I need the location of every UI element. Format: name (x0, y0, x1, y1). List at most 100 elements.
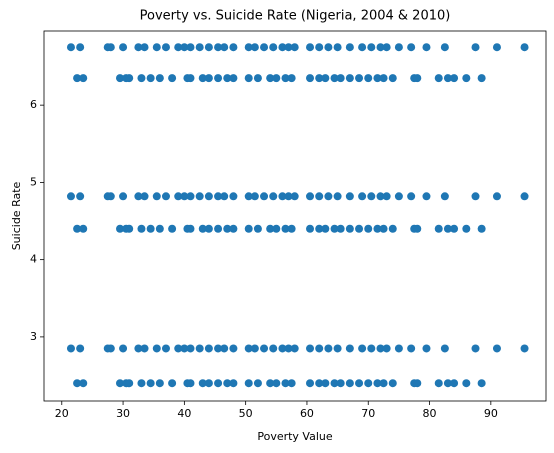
point (168, 74, 177, 83)
point (382, 344, 391, 353)
x-tick-label: 20 (55, 407, 69, 420)
x-tick-label: 50 (239, 407, 253, 420)
point (422, 43, 431, 52)
chart-title: Poverty vs. Suicide Rate (Nigeria, 2004 … (140, 9, 451, 24)
x-tick-label: 80 (423, 407, 437, 420)
point (407, 43, 416, 52)
point (186, 43, 195, 52)
point (306, 74, 315, 83)
point (140, 43, 149, 52)
point (306, 379, 315, 388)
point (379, 74, 388, 83)
point (223, 379, 232, 388)
point (367, 192, 376, 201)
y-tick-label: 3 (30, 330, 37, 343)
point (73, 379, 82, 388)
point (443, 379, 452, 388)
point (355, 224, 364, 233)
point (336, 224, 345, 233)
point (330, 224, 339, 233)
point (168, 379, 177, 388)
point (76, 344, 85, 353)
point (152, 192, 161, 201)
point (382, 192, 391, 201)
point (367, 344, 376, 353)
point (146, 74, 155, 83)
point (477, 74, 486, 83)
point (287, 379, 296, 388)
point (214, 224, 223, 233)
point (492, 344, 501, 353)
point (66, 192, 75, 201)
point (336, 379, 345, 388)
point (287, 74, 296, 83)
point (106, 43, 115, 52)
point (269, 43, 278, 52)
point (250, 192, 259, 201)
point (204, 43, 213, 52)
x-tick-label: 70 (361, 407, 375, 420)
point (220, 192, 229, 201)
point (440, 344, 449, 353)
point (373, 379, 382, 388)
point (76, 43, 85, 52)
point (477, 224, 486, 233)
point (413, 224, 422, 233)
point (407, 192, 416, 201)
point (324, 344, 333, 353)
point (244, 344, 253, 353)
point (253, 379, 262, 388)
point (450, 74, 459, 83)
point (450, 379, 459, 388)
point (345, 379, 354, 388)
point (146, 224, 155, 233)
point (204, 224, 213, 233)
point (388, 74, 397, 83)
point (106, 344, 115, 353)
point (161, 43, 170, 52)
point (186, 74, 195, 83)
point (471, 192, 480, 201)
point (434, 224, 443, 233)
point (137, 224, 146, 233)
point (220, 344, 229, 353)
point (336, 74, 345, 83)
point (413, 74, 422, 83)
point (253, 74, 262, 83)
point (306, 192, 315, 201)
point (284, 43, 293, 52)
point (281, 379, 290, 388)
point (358, 344, 367, 353)
point (281, 74, 290, 83)
point (155, 224, 164, 233)
point (269, 192, 278, 201)
point (443, 224, 452, 233)
point (345, 192, 354, 201)
point (125, 224, 134, 233)
point (434, 74, 443, 83)
point (284, 192, 293, 201)
point (281, 224, 290, 233)
point (306, 43, 315, 52)
x-axis-label: Poverty Value (257, 430, 333, 443)
point (520, 192, 529, 201)
point (364, 224, 373, 233)
point (290, 344, 299, 353)
point (174, 43, 183, 52)
point (186, 344, 195, 353)
point (330, 379, 339, 388)
point (388, 224, 397, 233)
point (376, 43, 385, 52)
point (333, 43, 342, 52)
point (290, 43, 299, 52)
x-tick-label: 40 (177, 407, 191, 420)
point (358, 192, 367, 201)
point (364, 74, 373, 83)
point (492, 192, 501, 201)
point (321, 379, 330, 388)
point (214, 344, 223, 353)
point (450, 224, 459, 233)
point (315, 192, 324, 201)
point (76, 192, 85, 201)
